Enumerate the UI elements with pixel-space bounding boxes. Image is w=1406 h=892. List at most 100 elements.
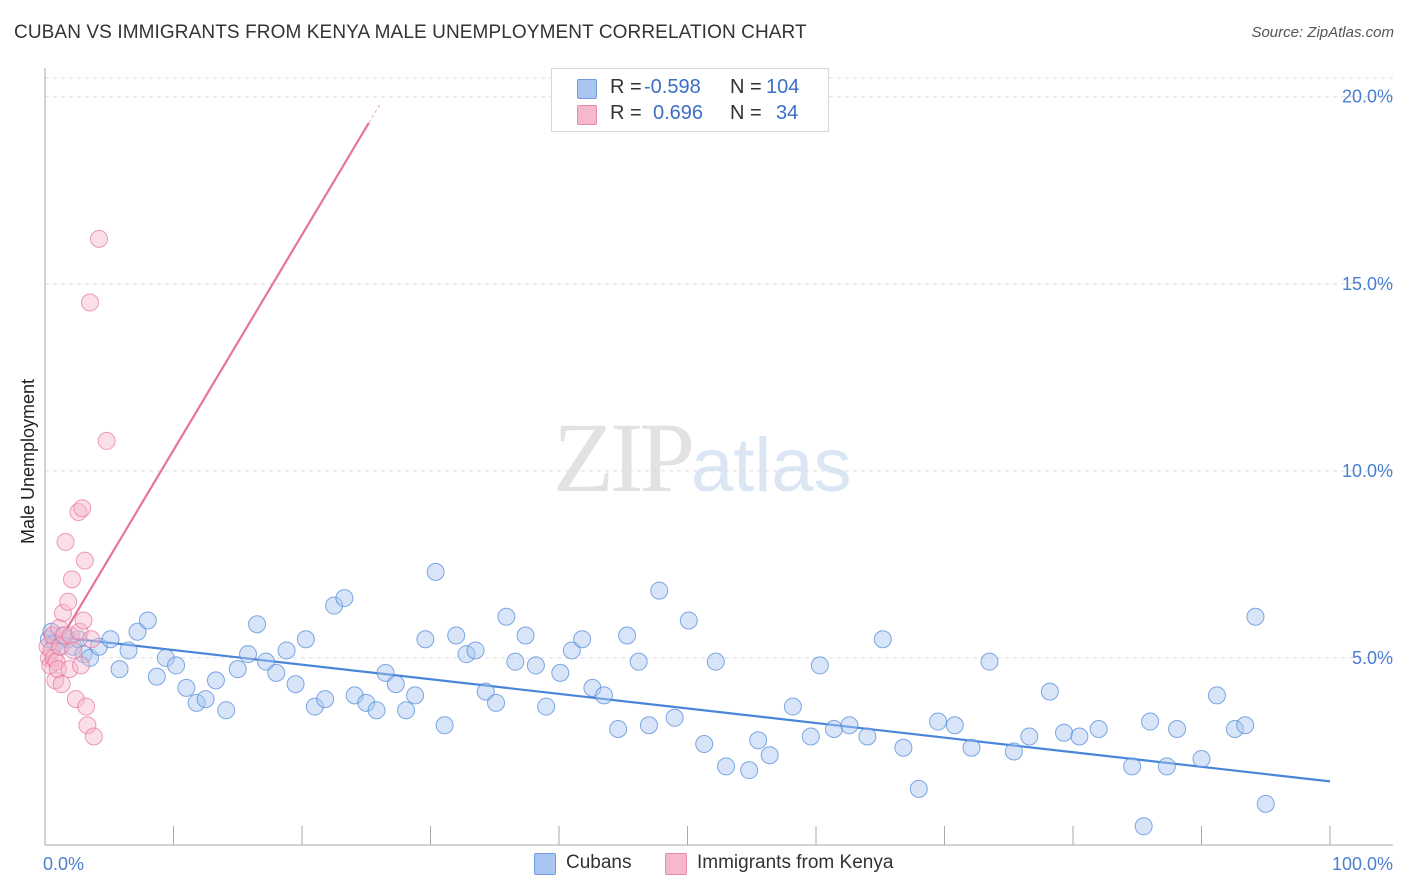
kenya-point [55,626,74,645]
legend-r-value: -0.598 [644,76,701,98]
cubans-point [1236,716,1255,735]
cubans-point [426,562,445,581]
kenya-point [78,716,97,735]
cubans-point [1040,682,1059,701]
kenya-point [42,641,61,660]
kenya-point [62,570,81,589]
y-axis-label: Male Unemployment [18,379,38,544]
cubans-point [840,716,859,735]
kenya-point [77,697,96,716]
cubans-point [357,693,376,712]
cubans-point [101,630,120,649]
kenya-trendline-extension [368,103,381,124]
cubans-point [267,663,286,682]
cubans-point [1168,720,1187,739]
cubans-point [406,686,425,705]
cubans-point [325,596,344,615]
cubans-point [466,641,485,660]
bottom-legend-label-kenya: Immigrants from Kenya [697,852,894,873]
cubans-point [749,731,768,750]
cubans-point [594,686,613,705]
kenya-point [75,551,94,570]
bottom-legend-swatch-kenya [665,853,687,875]
cubans-point [1207,686,1226,705]
cubans-point [257,652,276,671]
cubans-point [1141,712,1160,731]
cubans-point [665,708,684,727]
cubans-point [873,630,892,649]
x-tick-label-end: 100.0% [1332,854,1393,874]
kenya-point [80,293,99,312]
cubans-point [119,641,138,660]
cubans-point [609,720,628,739]
legend-row-cubans: R = -0.598 N = 104 [552,75,828,101]
cubans-point [537,697,556,716]
cubans-point [618,626,637,645]
cubans-point [497,607,516,626]
cubans-point [206,671,225,690]
cubans-point [526,656,545,675]
bottom-legend-swatch-cubans [534,853,556,875]
trendlines [44,103,1331,783]
cubans-point [1070,727,1089,746]
cubans-point [367,701,386,720]
cubans-point [248,615,267,634]
cubans-point [316,690,335,709]
correlation-legend: R = -0.598 N = 104 R = 0.696 N = 34 [551,68,829,132]
cubans-point [187,693,206,712]
kenya-point [73,499,92,518]
kenya-point [52,675,71,694]
cubans-point [706,652,725,671]
cubans-point [277,641,296,660]
chart-source: Source: ZipAtlas.com [1251,24,1394,41]
cubans-point [516,626,535,645]
cubans-point [858,727,877,746]
legend-r-label: R = [610,76,642,98]
cubans-point [476,682,495,701]
legend-r-label: R = [610,102,642,124]
kenya-point [56,532,75,551]
legend-n-value: 34 [776,102,799,124]
kenya-point [71,656,90,675]
cubans-point [196,690,215,709]
cubans-point [824,720,843,739]
axis-labels: 5.0% 10.0% 15.0% 20.0% 0.0% 100.0% Male Unempl… [18,87,1393,874]
y-tick-label: 10.0% [1342,461,1393,481]
cubans-point [376,663,395,682]
cubans-point [894,738,913,757]
kenya-point [61,626,80,645]
cubans-point [110,660,129,679]
cubans-trendline [44,634,1331,783]
kenya-point [97,431,116,450]
cubans-point [562,641,581,660]
kenya-point [53,604,72,623]
cubans-point [457,645,476,664]
cubans-point [416,630,435,649]
legend-swatch-cubans [577,79,597,99]
cubans-point [810,656,829,675]
cubans-point [128,622,147,641]
cubans-point [1123,757,1142,776]
cubans-point [1192,749,1211,768]
cubans-point [435,716,454,735]
cubans-point [801,727,820,746]
watermark-atlas: atlas [691,423,852,508]
cubans-point [783,697,802,716]
cubans-point [945,716,964,735]
cubans-point [177,678,196,697]
cubans-point [1089,720,1108,739]
cubans-point [1004,742,1023,761]
cubans-point [156,648,175,667]
cubans-point [639,716,658,735]
kenya-point [64,641,83,660]
cubans-point [962,738,981,757]
y-tick-label: 20.0% [1342,87,1393,107]
cubans-point [679,611,698,630]
cubans-point [1157,757,1176,776]
cubans-point [695,734,714,753]
kenya-point [59,592,78,611]
cubans-point [305,697,324,716]
cubans-point [506,652,525,671]
cubans-point [1134,817,1153,836]
